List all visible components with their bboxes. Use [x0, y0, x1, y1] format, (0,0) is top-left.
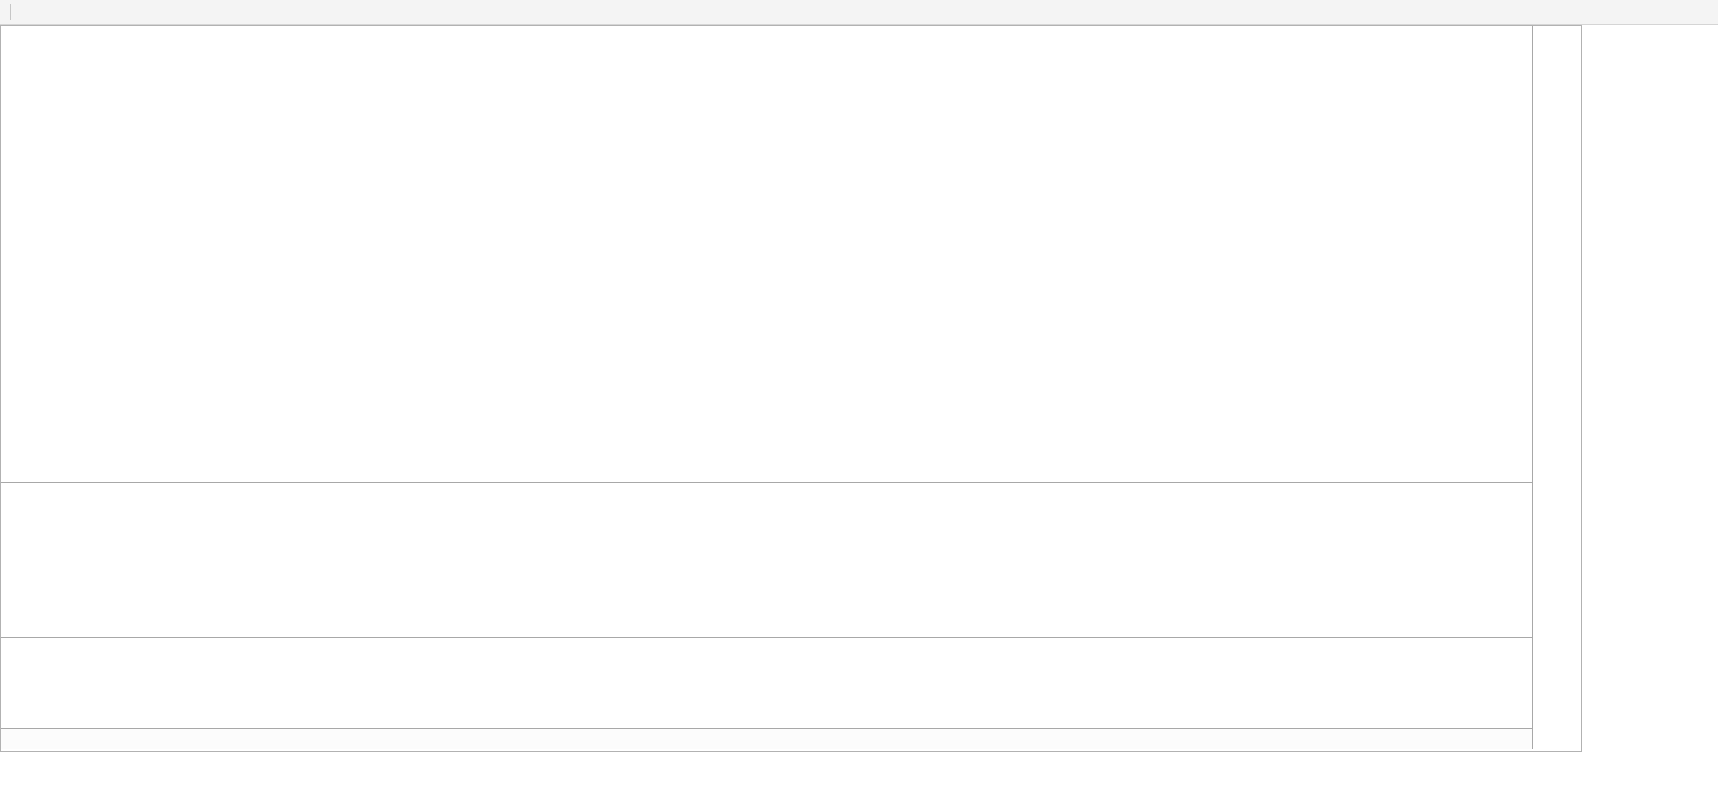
rsi-pane: [1, 638, 1532, 729]
toolbar: [0, 0, 1718, 25]
chart-header: [7, 31, 19, 43]
toolbar-separator: [10, 4, 11, 20]
chart-widget: [0, 25, 1582, 752]
rsi-header: [7, 642, 17, 653]
rsi-canvas[interactable]: [1, 638, 1532, 728]
time-axis[interactable]: [1, 729, 1532, 749]
main-chart-canvas[interactable]: [1, 26, 1532, 482]
macd-canvas[interactable]: [1, 483, 1532, 637]
price-axis[interactable]: [1532, 26, 1580, 749]
macd-pane: [1, 483, 1532, 638]
macd-header: [7, 487, 22, 498]
main-chart-pane: [1, 26, 1532, 483]
